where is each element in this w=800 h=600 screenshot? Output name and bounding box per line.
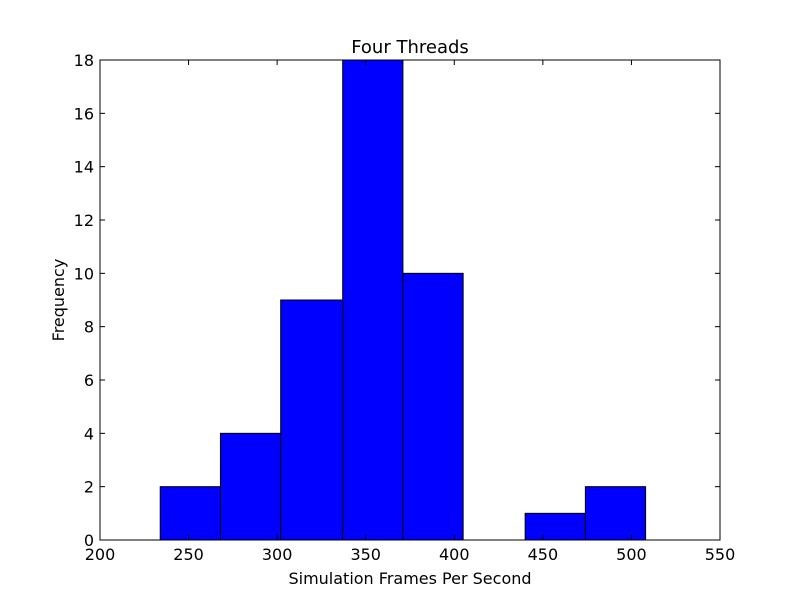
y-tick-label: 8 — [84, 318, 94, 337]
x-tick-label: 350 — [350, 545, 381, 564]
histogram-bar-1 — [219, 432, 282, 541]
x-tick-label: 500 — [616, 545, 647, 564]
bars-group — [159, 59, 647, 541]
histogram-bar-4 — [402, 272, 464, 541]
histogram-bar-7 — [584, 486, 647, 541]
y-tick-label: 16 — [74, 104, 94, 123]
y-tick-label: 18 — [74, 51, 94, 70]
x-tick-label: 250 — [173, 545, 204, 564]
y-tick-label: 14 — [74, 158, 94, 177]
y-axis-label: Frequency — [49, 259, 68, 342]
y-tick-label: 6 — [84, 371, 94, 390]
x-tick-label: 300 — [262, 545, 293, 564]
chart-title: Four Threads — [351, 37, 469, 58]
x-tick-label: 450 — [528, 545, 559, 564]
y-tick-label: 0 — [84, 531, 94, 550]
y-tick-label: 10 — [74, 264, 94, 283]
histogram-bar-2 — [280, 299, 344, 541]
y-tick-label: 2 — [84, 478, 94, 497]
histogram-bar-3 — [342, 59, 404, 541]
x-axis-label: Simulation Frames Per Second — [288, 569, 531, 588]
y-tick-label: 12 — [74, 211, 94, 230]
histogram-bar-0 — [159, 486, 221, 541]
y-tick-label: 4 — [84, 424, 94, 443]
x-tick-label: 200 — [85, 545, 116, 564]
x-tick-label: 400 — [439, 545, 470, 564]
histogram-bar-6 — [524, 512, 586, 541]
plot-frame — [99, 59, 721, 541]
ticks-group: 200 250 300 350 400 450 500 550 0 2 4 6 8 10 12 14 16 18 — [74, 51, 736, 564]
x-tick-label: 550 — [705, 545, 736, 564]
